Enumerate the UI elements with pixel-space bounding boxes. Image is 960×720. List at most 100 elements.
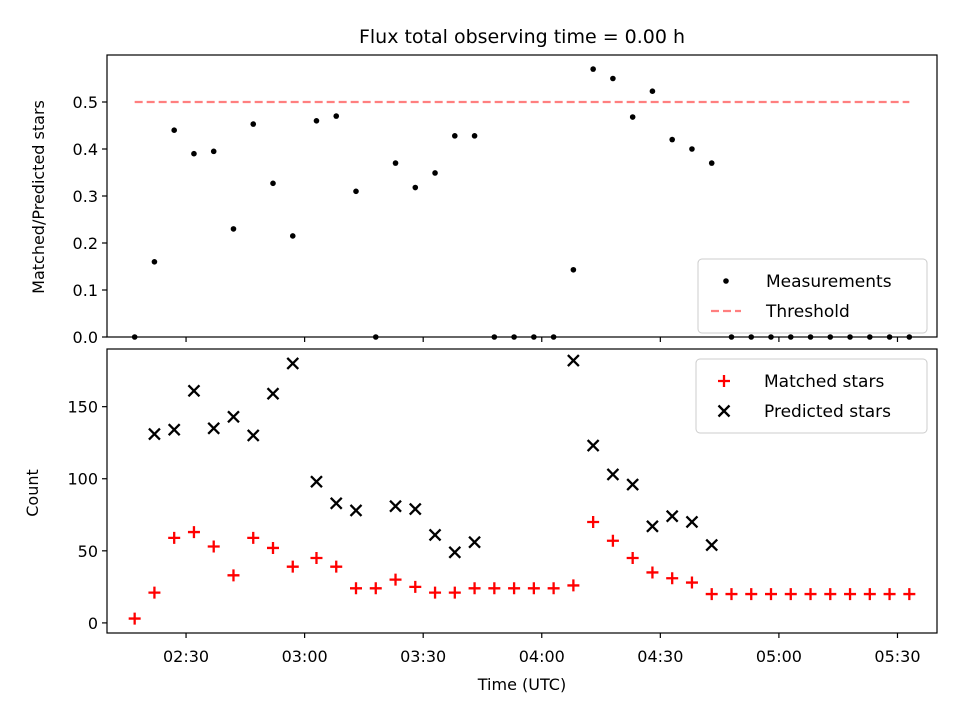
top-ytick-label: 0.3 <box>73 187 98 206</box>
predicted-stars-point <box>468 535 481 549</box>
predicted-stars-point <box>606 468 620 481</box>
matched-stars-point <box>168 531 181 544</box>
xtick-label: 05:00 <box>756 647 802 666</box>
top-ytick-label: 0.0 <box>73 328 98 347</box>
legend-predicted-stars-label: Predicted stars <box>764 402 891 422</box>
predicted-stars-point <box>408 502 422 516</box>
top-ytick-label: 0.2 <box>73 234 98 253</box>
predicted-stars-point <box>227 410 240 424</box>
predicted-stars-point <box>646 520 659 533</box>
predicted-stars-point <box>586 439 600 452</box>
measurements-point <box>151 259 158 265</box>
legend-threshold-label: Threshold <box>765 302 850 322</box>
measurements-point <box>629 114 636 120</box>
measurements-point <box>270 180 276 187</box>
matched-stars-point <box>587 515 600 528</box>
matched-stars-point <box>804 588 817 601</box>
matched-stars-point <box>488 582 501 595</box>
predicted-stars-point <box>685 515 699 529</box>
measurements-point <box>906 334 913 340</box>
xtick-label: 04:30 <box>637 647 683 666</box>
measurements-point <box>313 118 320 124</box>
legend-predicted-stars-marker <box>717 404 731 418</box>
measurements-point <box>550 334 557 340</box>
top-legend-box <box>697 258 928 334</box>
matched-stars-point <box>468 582 481 595</box>
matched-stars-point <box>448 586 461 599</box>
predicted-stars-point <box>266 387 280 401</box>
measurements-point <box>452 133 458 139</box>
measurements-point <box>333 113 340 119</box>
top-ytick-label: 0.4 <box>73 140 98 159</box>
measurements-point <box>131 334 138 340</box>
matched-stars-point <box>128 612 141 625</box>
predicted-stars-point <box>310 475 323 488</box>
predicted-stars-point <box>389 499 402 513</box>
measurements-point <box>511 334 517 340</box>
matched-stars-point <box>725 588 738 601</box>
measurements-point <box>748 334 755 340</box>
measurements-point <box>171 127 177 133</box>
measurements-point <box>867 334 873 340</box>
bottom-ylabel: Count <box>23 469 42 517</box>
predicted-stars-point <box>626 478 639 491</box>
predicted-stars-point <box>665 509 679 523</box>
measurements-point <box>669 136 675 143</box>
xtick-label: 04:00 <box>519 647 565 666</box>
measurements-point <box>610 75 616 82</box>
legend-measurements-label: Measurements <box>766 272 892 292</box>
matched-stars-point <box>567 579 580 592</box>
measurements-point <box>412 184 419 191</box>
predicted-stars-point <box>167 423 181 437</box>
predicted-stars-point <box>329 496 343 510</box>
measurements-point <box>787 334 794 340</box>
bottom-ytick-label: 50 <box>78 542 98 561</box>
top-ylabel: Matched/Predicted stars <box>29 100 48 294</box>
matched-stars-point <box>350 582 362 595</box>
predicted-stars-point <box>428 528 442 542</box>
matched-stars-point <box>310 552 323 565</box>
matched-stars-point <box>844 588 857 601</box>
x-axis-label: Time (UTC) <box>477 675 566 694</box>
xtick-label: 02:30 <box>163 647 209 666</box>
matched-stars-point <box>824 588 837 601</box>
measurements-point <box>471 133 478 139</box>
legend-measurements-marker <box>723 278 729 284</box>
measurements-point <box>191 150 197 157</box>
matched-stars-point <box>187 526 200 539</box>
predicted-stars-point <box>567 354 580 367</box>
matched-stars-point <box>207 540 220 553</box>
measurements-point <box>689 146 695 152</box>
matched-stars-point <box>745 588 758 601</box>
measurements-point <box>590 66 596 72</box>
matched-stars-point <box>606 534 619 547</box>
measurements-point <box>570 266 577 273</box>
measurements-point <box>847 334 853 340</box>
matched-stars-point <box>227 569 240 582</box>
measurements-point <box>768 334 774 340</box>
matched-stars-point <box>369 582 382 595</box>
predicted-stars-point <box>349 504 363 517</box>
predicted-stars-point <box>207 421 221 435</box>
matched-stars-point <box>286 560 299 573</box>
bottom-plot-frame <box>106 348 938 634</box>
measurements-point <box>392 160 399 166</box>
measurements-point <box>827 334 834 340</box>
bottom-legend-box <box>695 358 928 434</box>
matched-stars-point <box>765 588 777 601</box>
bottom-ytick-label: 100 <box>67 470 98 489</box>
bottom-ytick-label: 0 <box>88 614 98 633</box>
measurements-point <box>807 334 814 340</box>
matched-stars-point <box>247 531 260 544</box>
predicted-stars-point <box>187 384 201 398</box>
measurements-point <box>491 334 498 340</box>
xtick-label: 03:00 <box>282 647 328 666</box>
matched-stars-point <box>547 582 560 595</box>
predicted-stars-point <box>705 538 719 552</box>
legend-matched-stars-label: Matched stars <box>764 372 884 392</box>
measurements-point <box>210 148 217 155</box>
matched-stars-point <box>626 552 639 565</box>
matched-stars-point <box>685 576 698 589</box>
top-ytick-label: 0.1 <box>73 281 98 300</box>
